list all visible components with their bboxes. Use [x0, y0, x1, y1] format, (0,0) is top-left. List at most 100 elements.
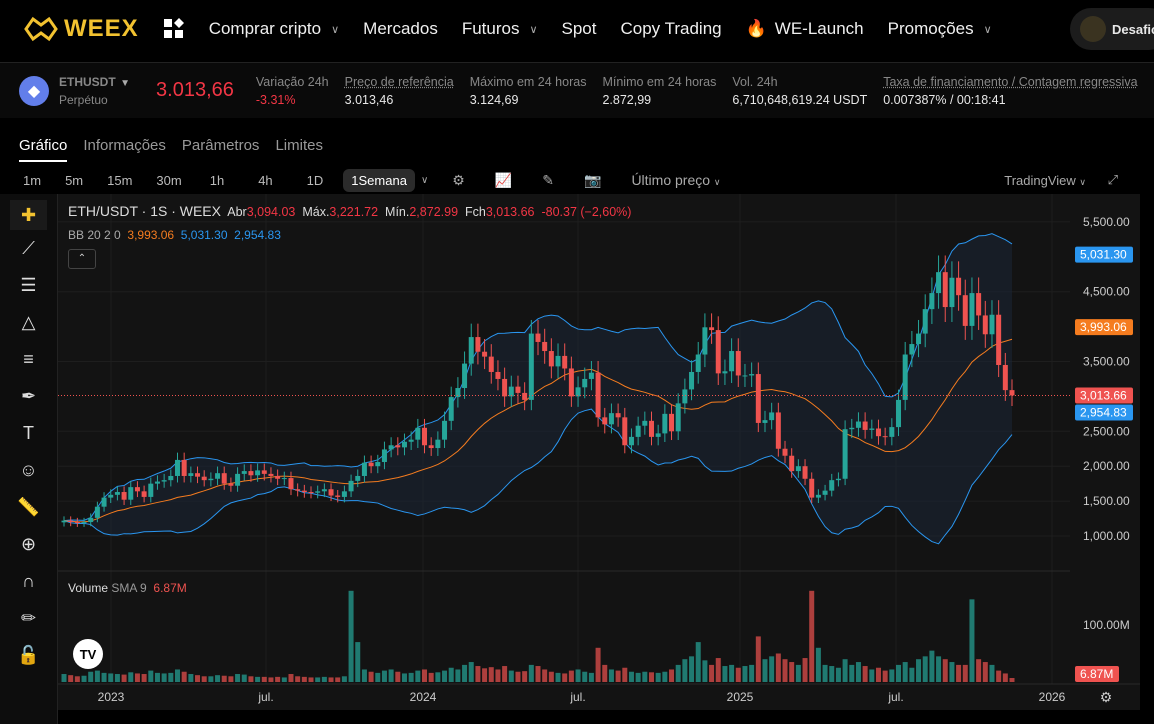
y-tick-label: 1,000.00: [1083, 529, 1130, 543]
scrollbar[interactable]: [1140, 125, 1154, 724]
pattern-icon[interactable]: △: [21, 312, 36, 332]
stat-volume-24h: Vol. 24h 6,710,648,619.24 USDT: [732, 74, 868, 107]
nav-buy-crypto[interactable]: Comprar cripto ∨: [208, 19, 340, 38]
volume-bar: [188, 674, 194, 682]
interval-1m[interactable]: 1m: [23, 172, 42, 188]
interval-1h[interactable]: 1h: [209, 172, 225, 188]
nav-markets[interactable]: Mercados: [363, 19, 438, 38]
volume-bar: [855, 662, 861, 682]
candle: [381, 449, 387, 463]
nav-spot[interactable]: Spot: [561, 19, 597, 38]
tradingview-select[interactable]: TradingView ∨: [1004, 172, 1086, 188]
collapse-legend-button[interactable]: ⌃: [68, 249, 96, 269]
tab-parameters[interactable]: Parâmetros: [181, 137, 260, 154]
interval-15m[interactable]: 15m: [107, 172, 133, 188]
candle: [128, 487, 134, 500]
magnet-icon[interactable]: ∩: [22, 571, 35, 591]
lock-icon[interactable]: 🔓: [17, 645, 40, 665]
price-source-select[interactable]: Último preço ∨: [631, 172, 721, 188]
candle: [335, 495, 341, 497]
tab-limits[interactable]: Limites: [275, 137, 323, 154]
ruler-icon[interactable]: 📏: [17, 497, 40, 517]
candle: [562, 355, 568, 369]
caret-down-icon: ▼: [120, 77, 131, 89]
candle: [188, 473, 194, 476]
volume-bar: [355, 642, 361, 682]
candle: [235, 473, 241, 486]
interval-4h[interactable]: 4h: [258, 172, 273, 188]
candle: [508, 386, 514, 397]
volume-bar: [275, 676, 281, 682]
bollinger-legend[interactable]: BB 20 2 0 3,993.06 5,031.30 2,954.83: [68, 228, 281, 242]
candle: [315, 491, 321, 493]
nav-copy-trading[interactable]: Copy Trading: [620, 19, 722, 38]
brand-logo[interactable]: WEEX: [24, 15, 139, 43]
zoom-in-icon[interactable]: ⊕: [20, 534, 37, 554]
candle: [608, 413, 614, 425]
volume-bar: [488, 667, 494, 682]
candle: [295, 489, 301, 491]
candle: [969, 293, 975, 326]
symbol-selector[interactable]: ETHUSDT ▼ Perpétuo: [59, 74, 131, 107]
tab-chart[interactable]: Gráfico: [19, 137, 68, 162]
nav-futures[interactable]: Futuros ∨: [461, 19, 538, 38]
emoji-icon[interactable]: ☺: [19, 460, 38, 480]
volume-bar: [976, 659, 982, 682]
indicators-icon[interactable]: 📈: [494, 171, 513, 188]
settings-gear-icon[interactable]: ⚙: [452, 171, 465, 188]
volume-bar: [375, 672, 381, 682]
candle: [775, 412, 781, 449]
volume-bar: [602, 664, 608, 682]
volume-bar: [936, 656, 942, 682]
stat-funding-rate[interactable]: Taxa de financiamento / Contagem regress…: [883, 74, 1138, 107]
chart-area[interactable]: 5,500.00 4,500.00 3,500.00 2,500.00 2,000.00…: [0, 194, 1140, 710]
tab-info[interactable]: Informações: [83, 137, 166, 154]
volume-bar: [916, 659, 922, 682]
fullscreen-icon[interactable]: ⤢: [1107, 172, 1118, 187]
candle: [154, 481, 160, 484]
forecast-icon[interactable]: ≡: [23, 349, 34, 369]
candle: [442, 420, 448, 440]
candle: [769, 412, 775, 421]
candle: [722, 371, 728, 374]
challenge-button[interactable]: Desafio: [1070, 8, 1154, 50]
nav-promotions[interactable]: Promoções ∨: [887, 19, 992, 38]
volume-bar: [922, 656, 928, 682]
volume-bar: [502, 666, 508, 682]
candle: [502, 378, 508, 397]
volume-bar: [395, 671, 401, 682]
trendline-icon[interactable]: ⟋: [22, 238, 35, 258]
nav-we-launch[interactable]: 🔥 WE-Launch: [745, 19, 864, 38]
text-icon[interactable]: T: [23, 423, 34, 443]
lock-drawing-icon[interactable]: ✏: [20, 608, 37, 628]
candle: [134, 487, 140, 492]
volume-bar: [201, 676, 207, 682]
chevron-down-icon[interactable]: ∨: [420, 174, 429, 186]
volume-bar: [422, 669, 428, 682]
candle: [795, 466, 801, 472]
candle: [635, 425, 641, 437]
interval-1w[interactable]: 1Semana: [343, 168, 415, 192]
volume-bar: [315, 677, 321, 682]
x-tick-label: 2024: [410, 690, 437, 704]
crosshair-icon[interactable]: ✚: [10, 200, 47, 230]
interval-5m[interactable]: 5m: [65, 172, 84, 188]
volume-bar: [468, 662, 474, 682]
volume-bar: [1009, 678, 1015, 682]
camera-icon[interactable]: 📷: [584, 171, 602, 188]
interval-1d[interactable]: 1D: [306, 172, 324, 188]
stat-mark-price: Preço de referência 3.013,46: [344, 74, 454, 107]
volume-bar: [769, 656, 775, 682]
notes-icon[interactable]: ✎: [542, 171, 554, 188]
volume-bar: [408, 672, 414, 682]
volume-bar: [729, 664, 735, 682]
brush-icon[interactable]: ✒: [20, 386, 37, 406]
interval-30m[interactable]: 30m: [156, 172, 182, 188]
fib-lines-icon[interactable]: ☰: [20, 275, 37, 295]
candlestick-chart[interactable]: 5,500.00 4,500.00 3,500.00 2,500.00 2,000.00…: [0, 194, 1140, 710]
candle: [195, 473, 201, 477]
bollinger-basis-line: [63, 338, 1013, 523]
price-label-bg: [1075, 319, 1133, 336]
apps-grid-icon[interactable]: [163, 18, 185, 40]
volume-bar: [108, 673, 114, 682]
